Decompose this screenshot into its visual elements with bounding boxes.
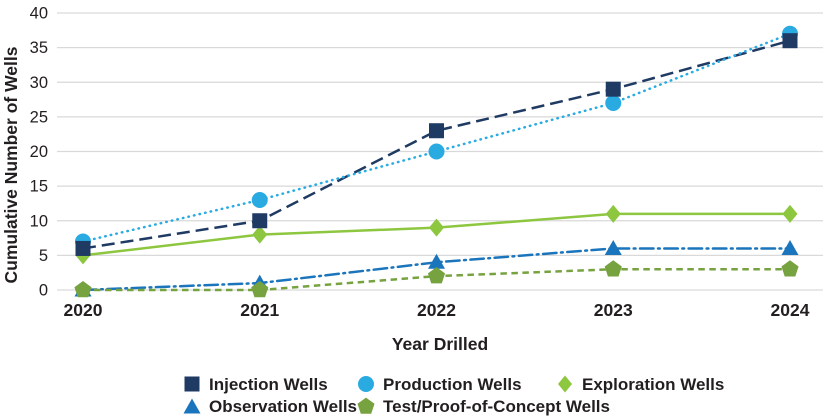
diamond-marker-icon — [558, 375, 572, 393]
data-point-triangle-2024 — [781, 239, 799, 255]
x-tick-label-2022: 2022 — [417, 300, 456, 320]
data-point-square-2024 — [782, 33, 798, 49]
y-tick-label-0: 0 — [39, 282, 48, 300]
legend-item-injection-wells: Injection Wells — [183, 373, 357, 395]
legend-label-test-wells: Test/Proof-of-Concept Wells — [383, 396, 610, 416]
data-point-square-2022 — [429, 123, 444, 139]
series-line-0 — [82, 39, 791, 250]
legend-item-observation-wells: Observation Wells — [183, 395, 357, 417]
y-tick-label-15: 15 — [30, 178, 48, 196]
data-point-diamond-2022 — [429, 218, 444, 237]
data-point-square-2023 — [605, 81, 621, 97]
data-point-circle-2021 — [251, 191, 268, 208]
pentagon-marker-icon — [357, 397, 375, 414]
y-tick-label-40: 40 — [30, 5, 48, 23]
legend-item-exploration-wells: Exploration Wells — [556, 373, 825, 395]
data-point-diamond-2023 — [605, 204, 621, 223]
data-point-pentagon-2022 — [427, 267, 446, 284]
y-tick-label-35: 35 — [30, 39, 48, 57]
data-point-circle-2023 — [605, 95, 622, 112]
legend-label-injection-wells: Injection Wells — [209, 374, 328, 394]
x-tick-label-2021: 2021 — [240, 300, 279, 320]
data-point-diamond-2024 — [782, 204, 798, 223]
data-point-diamond-2021 — [252, 225, 268, 244]
data-point-triangle-2023 — [604, 239, 622, 255]
square-marker-icon — [184, 376, 200, 392]
triangle-marker-icon — [183, 398, 201, 414]
y-tick-label-5: 5 — [39, 247, 48, 265]
wells-line-plot: 0 5 10 15 20 25 30 35 40 2020 2021 2022 2023 2024 Year… — [1, 5, 823, 354]
legend-item-production-wells: Production Wells — [357, 373, 556, 395]
circle-marker-icon — [358, 376, 374, 392]
legend-item-test-proof-of-concept-wells: Test/Proof-of-Concept Wells — [357, 395, 610, 417]
x-tick-label-2023: 2023 — [594, 300, 633, 320]
y-tick-label-10: 10 — [30, 212, 48, 230]
legend-label-observation-wells: Observation Wells — [209, 396, 358, 416]
x-tick-label-2024: 2024 — [771, 300, 810, 320]
data-point-pentagon-2021 — [251, 281, 269, 298]
legend-label-exploration-wells: Exploration Wells — [582, 374, 725, 394]
y-tick-label-25: 25 — [30, 108, 48, 126]
x-axis-title: Year Drilled — [392, 334, 488, 354]
data-point-circle-2022 — [428, 143, 445, 160]
data-point-triangle-2022 — [428, 253, 445, 269]
y-axis-title: Cumulative Number of Wells — [1, 46, 21, 283]
legend-label-production-wells: Production Wells — [383, 374, 522, 394]
data-point-square-2021 — [252, 213, 268, 229]
chart-legend: Injection Wells Production Wells Explora… — [183, 373, 825, 417]
data-point-pentagon-2023 — [604, 260, 622, 277]
data-point-square-2020 — [75, 240, 91, 256]
y-tick-label-20: 20 — [30, 143, 48, 161]
data-point-pentagon-2020 — [74, 281, 92, 298]
y-tick-label-30: 30 — [30, 74, 48, 92]
data-point-pentagon-2024 — [781, 260, 799, 277]
x-tick-label-2020: 2020 — [64, 300, 103, 320]
